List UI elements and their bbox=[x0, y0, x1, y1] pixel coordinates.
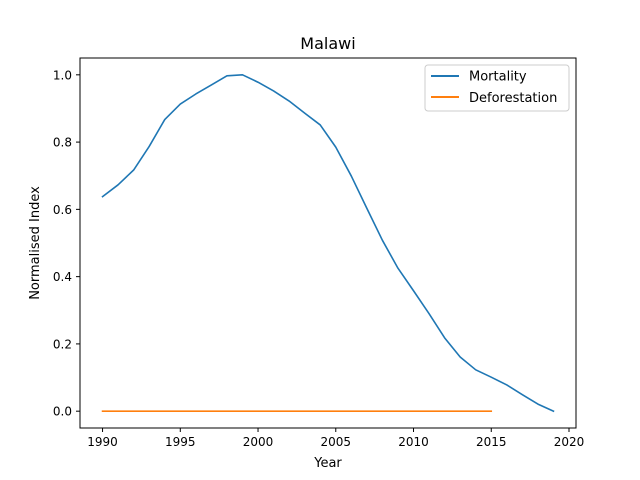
y-tick-label: 1.0 bbox=[53, 68, 72, 82]
series-line-mortality bbox=[101, 74, 555, 413]
x-tick-label: 1990 bbox=[87, 435, 118, 449]
y-axis: 0.0 0.2 0.4 0.6 0.8 1.0 bbox=[53, 68, 80, 419]
y-tick-label: 0.8 bbox=[53, 136, 72, 150]
plot-frame bbox=[79, 57, 577, 429]
x-tick-label: 1995 bbox=[165, 435, 196, 449]
x-axis: 1990 1995 2000 2005 2010 2015 2020 bbox=[87, 428, 584, 449]
x-tick-label: 2020 bbox=[554, 435, 585, 449]
x-tick-label: 2010 bbox=[398, 435, 429, 449]
x-axis-label: Year bbox=[313, 456, 342, 471]
x-tick-label: 2015 bbox=[476, 435, 507, 449]
chart-title: Malawi bbox=[300, 34, 355, 53]
legend-box bbox=[424, 64, 570, 112]
y-tick-label: 0.4 bbox=[53, 270, 72, 284]
y-tick-label: 0.2 bbox=[53, 337, 72, 351]
x-tick-label: 2000 bbox=[243, 435, 274, 449]
legend-label-mortality: Mortality bbox=[469, 70, 527, 85]
legend-label-deforestation: Deforestation bbox=[469, 91, 557, 106]
y-axis-label: Normalised Index bbox=[28, 186, 43, 300]
legend: Mortality Deforestation bbox=[424, 64, 570, 112]
y-tick-label: 0.0 bbox=[53, 405, 72, 419]
y-tick-label: 0.6 bbox=[53, 203, 72, 217]
x-tick-label: 2005 bbox=[321, 435, 352, 449]
series-layer bbox=[101, 74, 555, 413]
